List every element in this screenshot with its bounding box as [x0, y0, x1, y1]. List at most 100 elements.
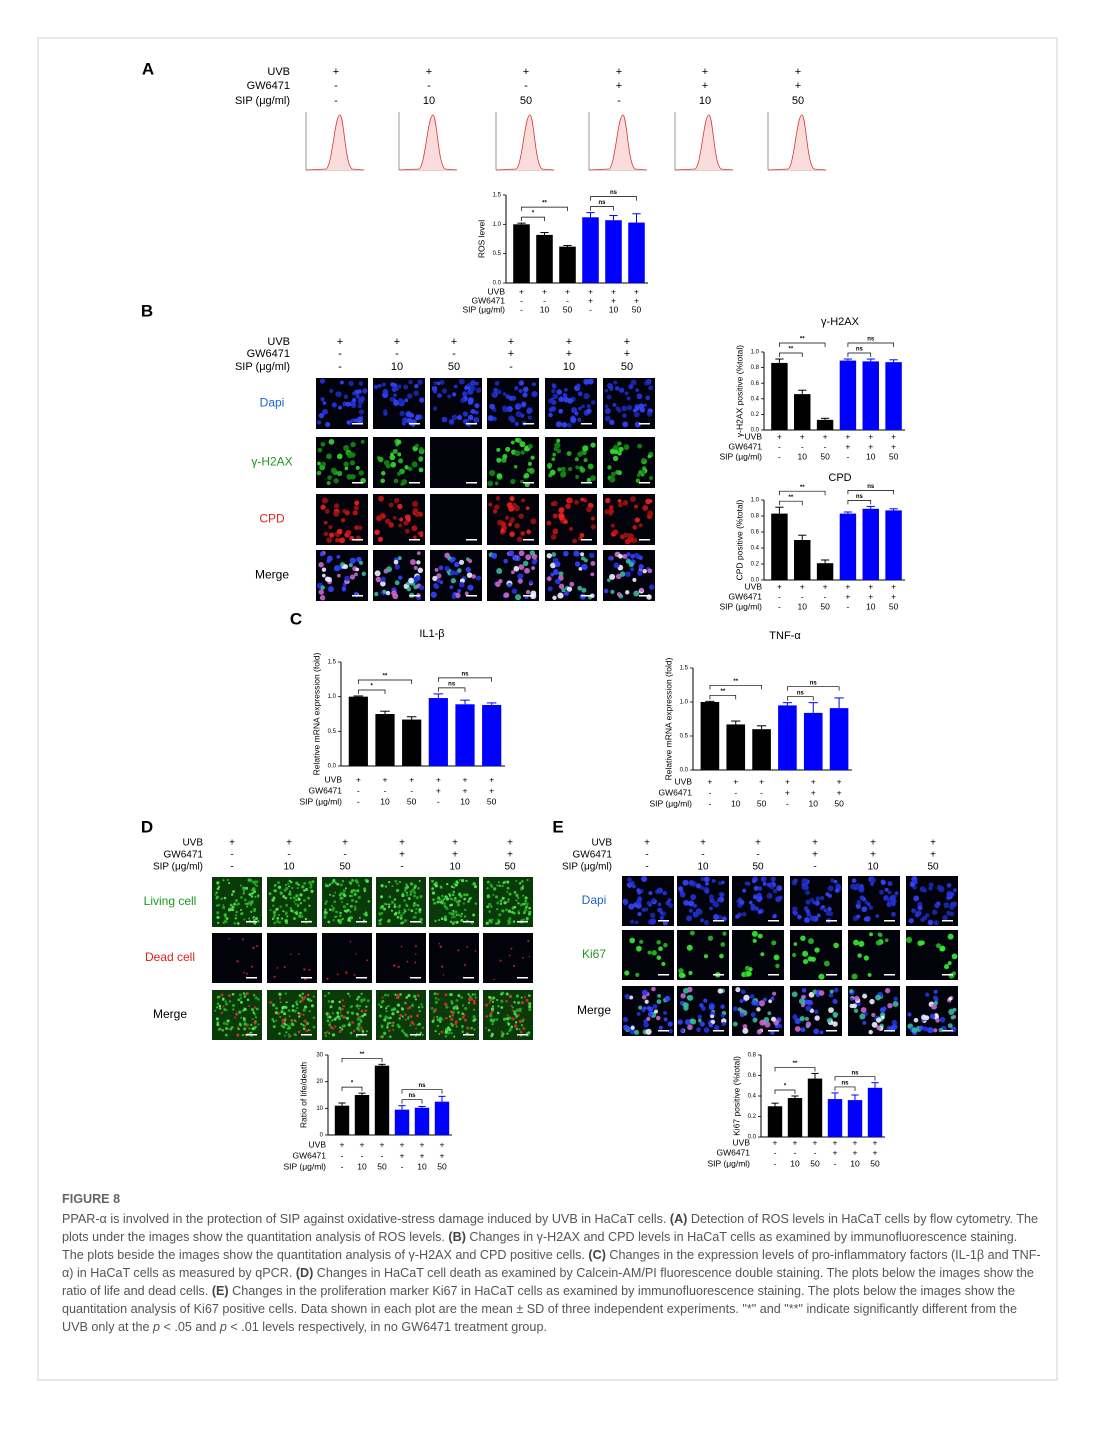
scale-bar: [409, 595, 420, 597]
cell: [749, 994, 755, 999]
cell: [417, 1006, 421, 1009]
cell: [646, 1016, 651, 1021]
cell: [555, 421, 563, 428]
significance-label: ns: [408, 1093, 416, 1099]
cell: [641, 876, 648, 883]
error-bar: [808, 702, 818, 713]
cell: [333, 510, 340, 517]
cell: [436, 992, 440, 996]
micrograph: [487, 437, 539, 488]
cell: [563, 396, 570, 403]
condition-value: +: [436, 774, 441, 784]
cell: [287, 1033, 290, 1036]
cell: [799, 1015, 805, 1022]
cell: [853, 1008, 859, 1013]
cell: [809, 915, 816, 922]
cell: [494, 504, 500, 510]
cell: [218, 1027, 222, 1031]
cell: [454, 883, 458, 887]
cell: [453, 1035, 456, 1038]
cell: [326, 977, 329, 980]
cell: [328, 883, 332, 886]
cell: [257, 894, 260, 897]
cell: [393, 905, 397, 909]
cell: [236, 922, 240, 925]
condition-value: -: [566, 295, 569, 305]
cell: [619, 387, 625, 393]
cell: [623, 444, 630, 451]
cell: [334, 881, 337, 884]
cell: [492, 509, 498, 514]
cell: [520, 1001, 525, 1005]
cell: [520, 450, 525, 455]
cell: [647, 1011, 654, 1017]
condition-value: +: [588, 286, 593, 296]
cell: [925, 992, 930, 997]
cell: [833, 1013, 838, 1018]
cell: [414, 911, 418, 915]
cell: [636, 473, 641, 478]
condition-value: 50: [504, 862, 516, 873]
cell: [331, 402, 337, 408]
error-bar: [358, 1092, 366, 1095]
cell: [642, 504, 649, 511]
cell: [777, 1023, 783, 1029]
cell: [246, 972, 248, 975]
error-bar: [705, 700, 715, 702]
y-tick-label: 0.0: [751, 428, 760, 434]
cell: [293, 1033, 297, 1036]
cell: [280, 1024, 283, 1027]
cell: [615, 573, 622, 580]
cell: [304, 977, 307, 981]
condition-value: -: [794, 1147, 797, 1157]
cell: [546, 576, 552, 582]
cell: [415, 1027, 418, 1030]
cell: [913, 1017, 919, 1023]
cell: [356, 556, 362, 563]
cell: [737, 1007, 743, 1012]
cell: [520, 996, 523, 999]
panel-label: E: [552, 817, 563, 836]
cell: [742, 1024, 748, 1029]
cell: [833, 987, 839, 993]
cell: [217, 885, 221, 888]
cell: [710, 1014, 715, 1019]
cell: [249, 910, 253, 914]
scale-bar: [942, 1030, 953, 1032]
significance-label: ns: [461, 671, 469, 677]
cell: [720, 892, 725, 897]
cell: [413, 894, 416, 898]
cell: [354, 525, 360, 531]
cell: [277, 885, 282, 889]
y-tick-label: 0.2: [751, 412, 760, 418]
cell: [641, 994, 647, 1000]
scale-bar: [410, 977, 421, 979]
cell: [758, 896, 763, 900]
cell: [496, 908, 499, 911]
cell: [407, 1017, 410, 1020]
cell: [433, 901, 437, 905]
cell: [355, 1035, 358, 1038]
cell: [322, 408, 328, 415]
y-tick-label: 0.2: [751, 562, 760, 568]
cell: [488, 502, 493, 507]
cell: [818, 990, 825, 996]
cell: [468, 558, 473, 564]
cell: [938, 886, 945, 893]
significance-label: ns: [448, 681, 456, 687]
cell: [472, 1015, 476, 1019]
cell: [255, 1007, 259, 1011]
condition-value: +: [342, 838, 348, 849]
cell: [448, 1015, 452, 1018]
condition-name: UVB: [488, 286, 506, 296]
cell: [318, 561, 324, 568]
cell: [508, 415, 515, 422]
cell: [686, 915, 692, 922]
cell: [527, 461, 532, 466]
bar: [414, 1107, 430, 1135]
cell: [359, 1020, 363, 1024]
cell: [514, 1016, 518, 1019]
cell: [770, 996, 775, 1001]
cell: [492, 893, 495, 897]
cell: [390, 900, 395, 904]
